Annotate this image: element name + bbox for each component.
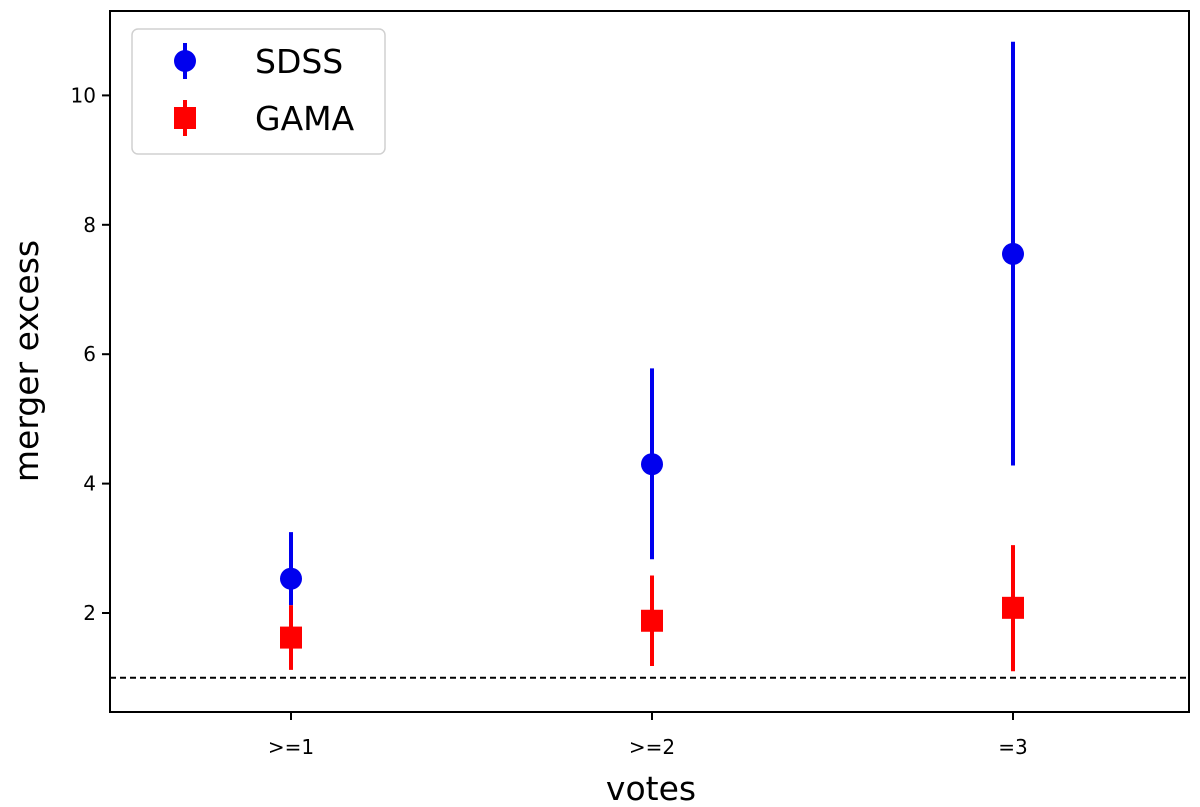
x-tick-label: =3 [998, 735, 1027, 759]
y-tick-label: 8 [83, 213, 96, 237]
sdss-point [1002, 242, 1024, 265]
legend-sdss-marker [174, 50, 196, 72]
legend: SDSS GAMA [131, 28, 386, 155]
y-axis: 2 4 6 8 10 [71, 83, 110, 625]
y-axis-title: merger excess [7, 240, 46, 482]
legend-sdss-label: SDSS [255, 42, 343, 81]
plot-frame [109, 10, 1190, 713]
sdss-point [280, 567, 302, 590]
gama-point [280, 626, 302, 649]
legend-gama-label: GAMA [255, 99, 355, 138]
series-sdss [280, 41, 1024, 606]
gama-point [1002, 596, 1024, 619]
y-tick-label: 6 [83, 342, 96, 366]
x-tick-label: >=1 [268, 735, 314, 759]
legend-entries: SDSS GAMA [174, 42, 355, 138]
y-tick-label: 4 [83, 472, 96, 496]
y-tick-label: 2 [83, 601, 96, 625]
x-axis-title: votes [606, 769, 696, 807]
x-tick-label: >=2 [629, 735, 675, 759]
sdss-point [641, 453, 663, 476]
legend-gama-marker [174, 107, 196, 129]
y-tick-label: 10 [71, 83, 96, 107]
series-gama [280, 545, 1024, 672]
series-layer [280, 41, 1024, 672]
x-axis: >=1 >=2 =3 [268, 712, 1028, 759]
gama-point [641, 609, 663, 632]
